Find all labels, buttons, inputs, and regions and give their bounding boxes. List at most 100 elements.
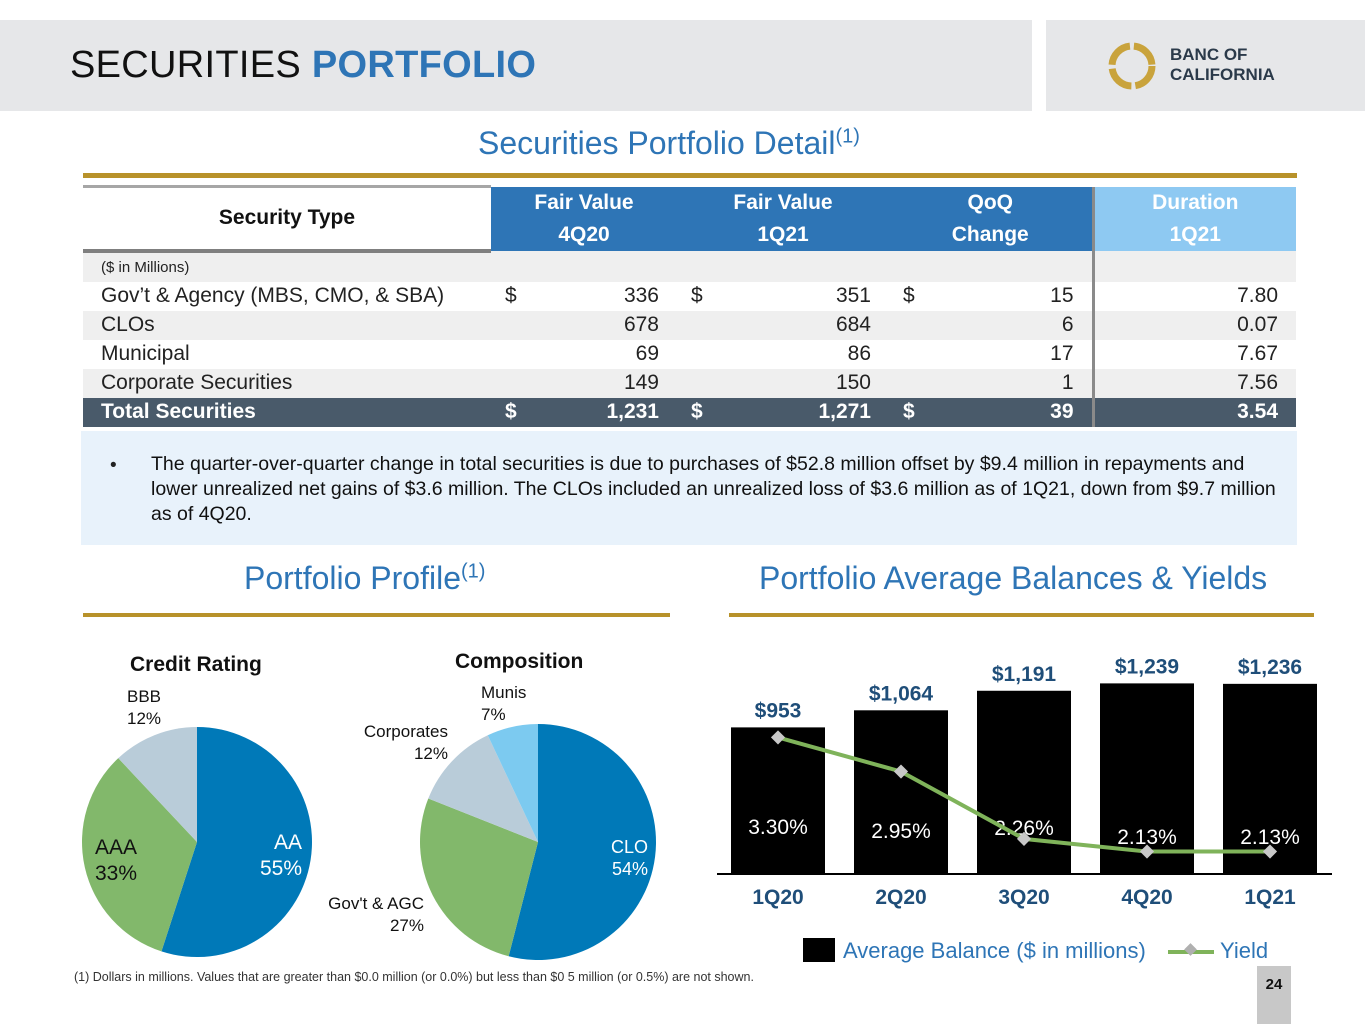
profile-title-text: Portfolio Profile bbox=[244, 560, 461, 596]
legend-yield-label: Yield bbox=[1219, 938, 1269, 963]
label-corporates-value: 12% bbox=[413, 744, 448, 763]
pie-label-clo: CLO 54% bbox=[596, 836, 648, 880]
label-clo-value: 54% bbox=[611, 859, 648, 879]
cell-fv-4q20: 149 bbox=[623, 371, 659, 394]
yield-value-label: 2.13% bbox=[1240, 826, 1300, 849]
col-qoq-l1: QoQ bbox=[967, 190, 1014, 214]
col-qoq-l2: Change bbox=[889, 218, 1093, 251]
col-duration-l1: Duration bbox=[1152, 190, 1239, 214]
pie-slice-clo bbox=[508, 724, 656, 960]
units-row: ($ in Millions) bbox=[83, 250, 1296, 282]
pie-slice-bbb bbox=[118, 727, 197, 842]
pie-label-aaa: AAA 33% bbox=[95, 835, 137, 887]
detail-footnote-ref: (1) bbox=[835, 125, 860, 148]
table-row: Municipal 69 86 17 7.67 bbox=[83, 339, 1296, 369]
pie-label-munis: Munis 7% bbox=[481, 682, 526, 726]
logo-line2: CALIFORNIA bbox=[1170, 65, 1275, 84]
currency-sign: $ bbox=[903, 284, 915, 307]
cell-duration: 0.07 bbox=[1091, 310, 1296, 340]
cell-duration: 7.67 bbox=[1091, 339, 1296, 369]
col-fv-1q21-l1: Fair Value bbox=[733, 190, 833, 214]
currency-sign: $ bbox=[677, 397, 713, 427]
cell-qoq: 17 bbox=[1050, 342, 1074, 365]
col-fv-1q21-l2: 1Q21 bbox=[677, 218, 889, 251]
yield-point bbox=[1016, 831, 1032, 846]
balances-divider bbox=[729, 613, 1314, 617]
total-label: Total Securities bbox=[83, 397, 491, 427]
label-munis-value: 7% bbox=[481, 705, 506, 724]
chart-legend: Average Balance ($ in millions) Yield bbox=[803, 938, 1268, 964]
bar-1Q21 bbox=[1223, 683, 1317, 874]
col-security-type: Security Type bbox=[83, 185, 491, 253]
currency-sign: $ bbox=[691, 284, 703, 307]
label-govt-name: Gov't & AGC bbox=[328, 894, 424, 913]
table-row: Gov’t & Agency (MBS, CMO, & SBA) $ 336 $… bbox=[83, 281, 1296, 311]
detail-title-text: Securities Portfolio Detail bbox=[478, 125, 836, 161]
label-clo-name: CLO bbox=[610, 837, 648, 857]
legend-balance-swatch bbox=[803, 938, 835, 962]
bar-4Q20 bbox=[1100, 683, 1194, 874]
col-fv-4q20-l2: 4Q20 bbox=[491, 218, 677, 251]
note-box bbox=[81, 431, 1297, 545]
total-duration: 3.54 bbox=[1091, 397, 1296, 427]
bar-value-label: $1,236 bbox=[1238, 656, 1302, 679]
cell-duration: 7.56 bbox=[1091, 368, 1296, 398]
table-header-row: Security Type Fair Value Fair Value QoQ … bbox=[83, 185, 1296, 253]
yield-value-label: 2.13% bbox=[1117, 826, 1177, 849]
bank-logo-icon bbox=[1108, 42, 1156, 90]
label-aaa-name: AAA bbox=[95, 836, 138, 859]
currency-sign: $ bbox=[505, 284, 517, 307]
cell-qoq: 6 bbox=[1061, 313, 1074, 336]
bar-1Q20 bbox=[731, 727, 825, 874]
row-label: Corporate Securities bbox=[101, 371, 293, 394]
currency-sign: $ bbox=[889, 397, 925, 427]
note-text: The quarter-over-quarter change in total… bbox=[151, 453, 1276, 525]
yield-value-label: 2.26% bbox=[994, 817, 1054, 840]
yield-point bbox=[1139, 844, 1155, 859]
note-bullet: • bbox=[110, 455, 117, 476]
securities-table: Security Type Fair Value Fair Value QoQ … bbox=[83, 185, 1296, 427]
detail-divider bbox=[83, 173, 1297, 178]
label-bbb-value: 12% bbox=[127, 709, 162, 728]
col-duration-l2: 1Q21 bbox=[1091, 218, 1296, 251]
label-aaa-value: 33% bbox=[95, 862, 138, 885]
detail-title: Securities Portfolio Detail(1) bbox=[478, 125, 860, 162]
cell-fv-1q21: 684 bbox=[835, 313, 871, 336]
x-tick-label: 1Q21 bbox=[1244, 886, 1296, 909]
cell-fv-4q20: 336 bbox=[623, 284, 659, 307]
pie-label-govt: Gov't & AGC 27% bbox=[310, 893, 424, 937]
bar-value-label: $1,191 bbox=[992, 663, 1057, 686]
bar-value-label: $1,239 bbox=[1115, 655, 1179, 678]
currency-sign: $ bbox=[491, 397, 527, 427]
balances-title: Portfolio Average Balances & Yields bbox=[759, 560, 1268, 596]
legend-yield-line-icon bbox=[1167, 943, 1214, 957]
table-row: Corporate Securities 149 150 1 7.56 bbox=[83, 368, 1296, 398]
logo-line1: BANC OF bbox=[1170, 45, 1248, 64]
credit-rating-pie bbox=[81, 727, 312, 957]
total-fv-4q20: 1,231 bbox=[527, 397, 677, 427]
yield-value-label: 2.95% bbox=[871, 820, 931, 843]
legend-balance-label: Average Balance ($ in millions) bbox=[843, 938, 1146, 963]
cell-duration: 7.80 bbox=[1091, 281, 1296, 311]
col-duration: Duration bbox=[1091, 186, 1296, 219]
cell-fv-4q20: 678 bbox=[623, 313, 659, 336]
header-bar bbox=[0, 20, 1032, 111]
title-part2: PORTFOLIO bbox=[311, 44, 537, 86]
composition-pie bbox=[419, 724, 656, 960]
x-tick-label: 4Q20 bbox=[1121, 886, 1172, 909]
page-number: 24 bbox=[1257, 966, 1291, 1024]
label-munis-name: Munis bbox=[481, 683, 527, 702]
label-aa-value: 55% bbox=[259, 857, 302, 880]
table-header-row-2: 4Q20 1Q21 Change 1Q21 bbox=[83, 218, 1296, 251]
bar-value-label: $1,064 bbox=[869, 682, 934, 705]
cell-fv-4q20: 69 bbox=[635, 342, 659, 365]
yield-point bbox=[893, 764, 909, 779]
label-aa-name: AA bbox=[273, 831, 302, 854]
col-fv-4q20: Fair Value bbox=[491, 186, 677, 219]
cell-fv-1q21: 86 bbox=[847, 342, 871, 365]
total-fv-1q21: 1,271 bbox=[713, 397, 889, 427]
col-fv-4q20-l1: Fair Value bbox=[534, 190, 634, 214]
cell-fv-1q21: 150 bbox=[835, 371, 871, 394]
row-label: CLOs bbox=[101, 313, 155, 336]
profile-divider bbox=[83, 613, 670, 617]
